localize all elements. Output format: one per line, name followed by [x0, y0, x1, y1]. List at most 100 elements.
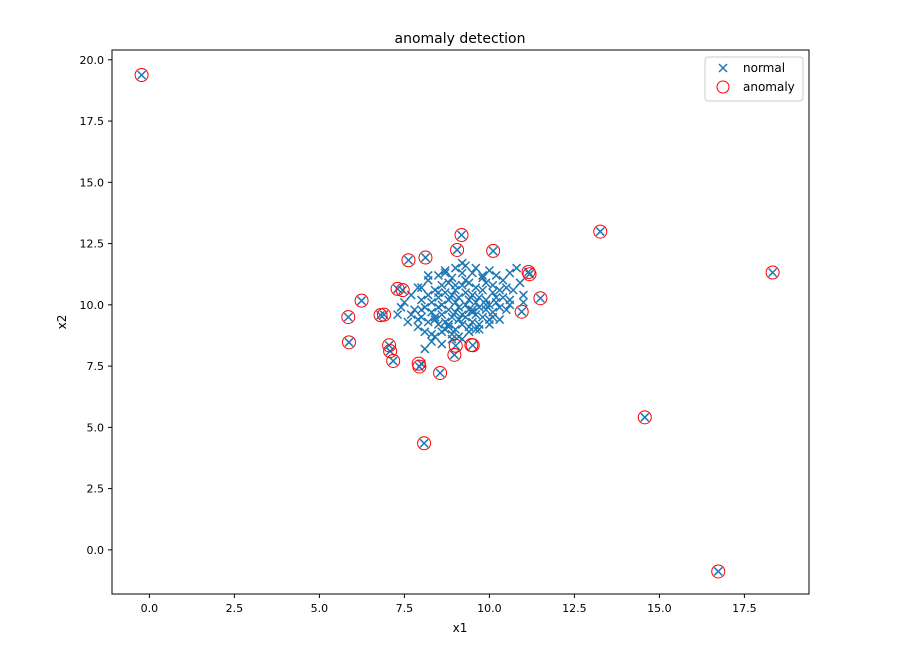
normal-point: [433, 270, 443, 280]
chart-title: anomaly detection: [395, 31, 526, 47]
normal-point: [444, 295, 454, 305]
normal-point: [505, 268, 515, 278]
normal-point: [388, 356, 398, 366]
normal-point: [488, 312, 498, 322]
normal-point: [495, 315, 505, 325]
anomaly-point: [464, 338, 479, 353]
normal-point: [447, 273, 457, 283]
normal-point: [471, 310, 481, 320]
normal-point: [495, 285, 505, 295]
anomaly-point: [522, 267, 537, 282]
normal-point: [484, 300, 494, 310]
normal-point: [501, 305, 511, 315]
normal-point: [444, 305, 454, 315]
legend: normal anomaly: [704, 56, 804, 102]
normal-point: [467, 305, 477, 315]
anomaly-point: [390, 281, 405, 296]
normal-point: [357, 296, 367, 306]
legend-normal-marker: [718, 63, 728, 73]
normal-point: [344, 337, 354, 347]
normal-point: [464, 327, 474, 337]
normal-point: [713, 566, 723, 576]
normal-point: [471, 324, 481, 334]
anomaly-point: [454, 228, 469, 243]
normal-point: [444, 278, 454, 288]
anomaly-point: [447, 347, 462, 362]
legend-anomaly-label: anomaly: [743, 80, 795, 94]
normal-point: [471, 297, 481, 307]
anomaly-point: [593, 224, 608, 239]
normal-point: [461, 288, 471, 298]
y-tick-label: 2.5: [87, 483, 105, 496]
normal-point: [464, 295, 474, 305]
normal-point: [461, 261, 471, 271]
normal-point: [478, 270, 488, 280]
normal-point: [768, 267, 778, 278]
normal-point: [137, 70, 147, 80]
normal-point: [495, 302, 505, 312]
anomaly-point: [450, 242, 465, 257]
normal-point: [447, 312, 457, 322]
normal-point: [457, 268, 467, 278]
anomaly-point: [411, 356, 426, 371]
normal-point: [435, 368, 445, 378]
normal-point: [416, 283, 426, 293]
normal-point: [488, 246, 498, 256]
normal-point: [433, 319, 443, 329]
y-axis-label: x2: [55, 315, 69, 330]
normal-point: [508, 285, 518, 295]
anomaly-point: [382, 338, 397, 353]
normal-point: [450, 324, 460, 334]
normal-point: [437, 300, 447, 310]
anomaly-point: [521, 265, 536, 280]
normal-point: [430, 312, 440, 322]
normal-point: [416, 305, 426, 315]
normal-point: [420, 327, 430, 337]
normal-point: [430, 332, 440, 342]
normal-point: [505, 300, 515, 310]
normal-point: [464, 278, 474, 288]
normal-point: [413, 283, 423, 293]
normal-point: [468, 340, 478, 350]
normal-point: [467, 317, 477, 327]
y-tick-label: 7.5: [87, 360, 105, 373]
anomaly-point: [448, 338, 463, 353]
normal-point: [403, 317, 413, 327]
anomaly-point: [401, 253, 416, 268]
normal-point: [423, 290, 433, 300]
normal-point: [423, 317, 433, 327]
normal-point: [433, 288, 443, 298]
normal-point: [406, 310, 416, 320]
normal-point: [427, 337, 437, 347]
anomaly-point: [433, 365, 448, 380]
normal-point: [478, 285, 488, 295]
normal-point: [467, 268, 477, 278]
y-tick-label: 10.0: [80, 299, 105, 312]
normal-point: [512, 263, 522, 273]
normal-point: [413, 322, 423, 332]
normal-point: [474, 324, 484, 334]
normal-point: [595, 227, 605, 237]
normal-point: [471, 263, 481, 273]
normal-point: [471, 283, 481, 293]
normal-point: [491, 292, 501, 303]
normal-point: [517, 307, 527, 317]
normal-point: [440, 266, 450, 276]
anomaly-point: [341, 310, 356, 325]
axes-frame: [111, 49, 810, 595]
normal-point: [467, 290, 477, 300]
normal-point: [535, 293, 545, 303]
normal-point: [437, 310, 447, 320]
x-axis-label: x1: [453, 621, 468, 635]
normal-point: [454, 292, 464, 303]
y-tick-label: 20.0: [80, 54, 105, 67]
anomaly-point: [373, 308, 388, 323]
normal-point: [474, 292, 484, 303]
normal-point: [416, 295, 426, 305]
anomaly-point: [417, 436, 432, 451]
normal-point: [457, 280, 467, 290]
normal-point: [423, 270, 433, 280]
normal-point: [488, 288, 498, 298]
anomaly-point: [486, 243, 501, 258]
